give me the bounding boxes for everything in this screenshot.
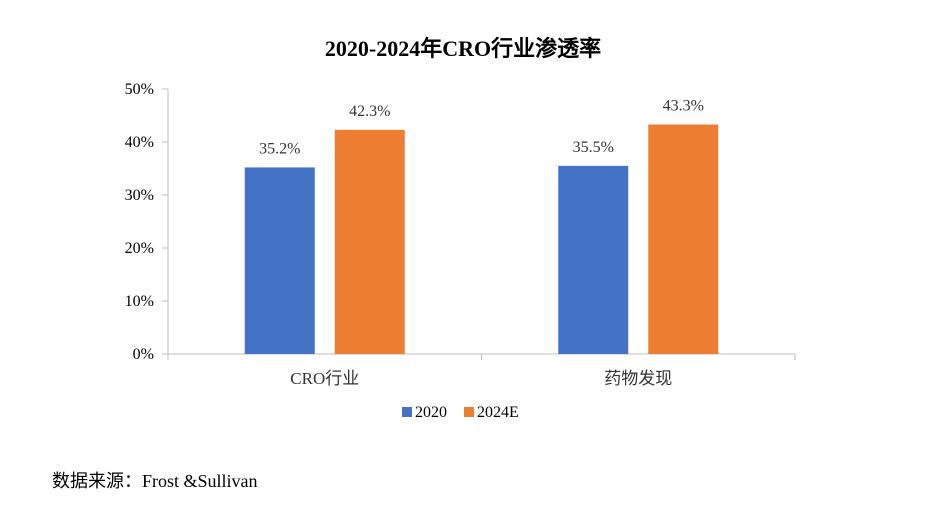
bars-group: 35.2% 42.3% 35.5% 43.3%: [244, 98, 719, 354]
x-axis: CRO行业 药物发现: [167, 353, 796, 388]
chart-title: 2020-2024年CRO行业渗透率: [325, 36, 601, 61]
y-tick-label: 30%: [125, 187, 154, 204]
legend-swatch-2024E: [464, 407, 474, 417]
legend-swatch-2020: [402, 407, 412, 417]
legend-label: 2024E: [477, 404, 519, 421]
bar-2020-0: [244, 167, 315, 354]
data-label: 35.2%: [259, 140, 300, 157]
bar-2024E-1: [648, 124, 719, 354]
data-label: 43.3%: [663, 98, 704, 115]
y-tick-label: 50%: [125, 81, 154, 98]
y-tick-label: 10%: [125, 293, 154, 310]
y-tick-label: 20%: [125, 240, 154, 257]
bar-chart: 2020-2024年CRO行业渗透率 0% 10% 20% 30% 40% 50% CRO…: [125, 36, 796, 421]
source-note: 数据来源：Frost &Sullivan: [52, 471, 258, 491]
y-tick-label: 0%: [133, 346, 154, 363]
data-label: 42.3%: [349, 103, 390, 120]
bar-2024E-0: [334, 129, 405, 354]
bar-2020-1: [558, 165, 629, 354]
x-category-label: 药物发现: [604, 369, 672, 388]
y-tick-label: 40%: [125, 134, 154, 151]
data-label: 35.5%: [573, 139, 614, 156]
x-category-label: CRO行业: [290, 369, 359, 388]
legend-label: 2020: [415, 404, 447, 421]
y-axis: 0% 10% 20% 30% 40% 50%: [125, 81, 169, 363]
legend: 2020 2024E: [402, 404, 519, 421]
